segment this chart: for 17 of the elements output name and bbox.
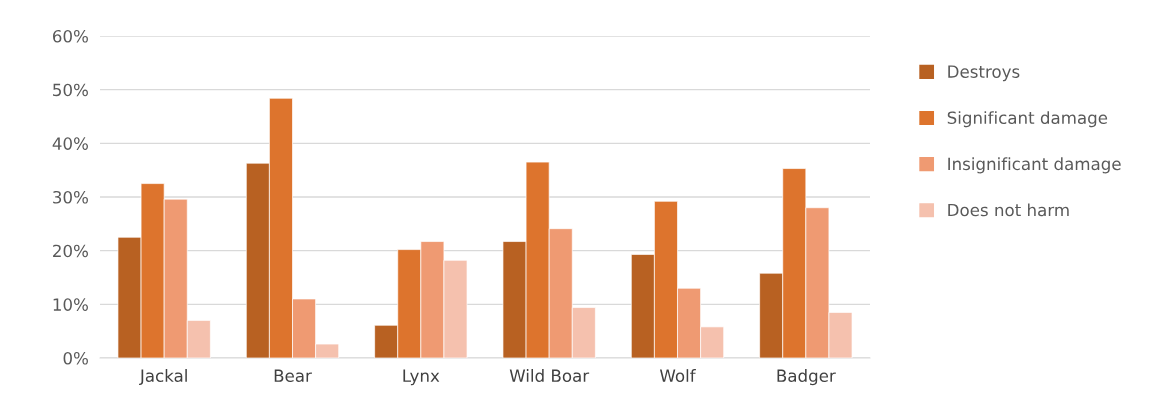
x-tick-label: Jackal: [139, 369, 187, 386]
legend-label: Does not harm: [948, 203, 1069, 217]
y-tick-label: 20%: [53, 244, 88, 258]
y-tick-label: 30%: [53, 190, 88, 204]
x-tick-label: Badger: [777, 369, 836, 386]
x-tick-label: Wolf: [659, 369, 696, 383]
y-tick-label: 0%: [63, 351, 88, 365]
y-tick-label: 50%: [53, 83, 88, 97]
x-tick-label: Bear: [274, 369, 312, 383]
legend-label: Significant damage: [947, 111, 1108, 128]
legend-label: Destroys: [948, 65, 1020, 82]
y-tick-label: 40%: [52, 137, 88, 150]
y-tick-label: 60%: [53, 29, 88, 43]
legend-label: Insignificant damage: [948, 157, 1121, 174]
y-tick-label: 10%: [53, 298, 88, 311]
x-tick-label: Lynx: [403, 369, 440, 386]
x-tick-label: Wild Boar: [509, 369, 590, 383]
